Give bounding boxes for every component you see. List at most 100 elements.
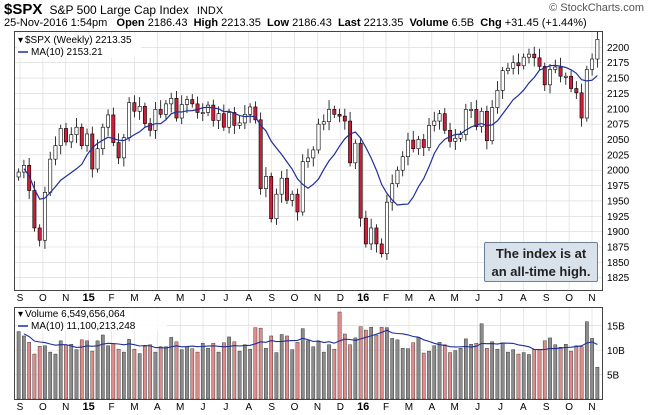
- volume-x-tick-label: N: [314, 402, 321, 413]
- candle-body: [121, 137, 126, 159]
- volume-x-tick-label: S: [543, 402, 550, 413]
- volume-y-ticks: 5B 10B 15B: [607, 322, 625, 382]
- volume-bar: [579, 346, 584, 400]
- volume-x-tick-label: M: [130, 402, 138, 413]
- candle-body: [327, 109, 331, 122]
- annotation-line-1: The index is at: [495, 246, 587, 261]
- low-value: 2186.43: [292, 17, 332, 29]
- volume-bar: [385, 327, 389, 400]
- candle-body: [116, 142, 121, 159]
- volume-bar: [332, 348, 337, 400]
- volume-bar: [485, 347, 489, 400]
- volume-bar: [448, 352, 452, 400]
- price-x-tick-label: M: [176, 293, 184, 304]
- candle-body: [574, 88, 579, 94]
- candle-body: [200, 112, 205, 114]
- price-x-tick-label: F: [383, 293, 389, 304]
- chg-value: +31.45 (+1.44%): [504, 17, 587, 29]
- price-x-tick-label: F: [108, 293, 114, 304]
- candle-body: [248, 106, 253, 115]
- volume-bar: [437, 342, 442, 400]
- volume-bar: [337, 311, 342, 400]
- volume-bar: [342, 333, 347, 400]
- candle-body: [432, 120, 437, 126]
- candle-body: [95, 148, 100, 170]
- candle-body: [553, 66, 558, 70]
- candle-body: [427, 125, 431, 148]
- volume-bar: [174, 341, 179, 400]
- volume-ma-legend-label: MA(10) 11,100,213,248: [31, 321, 136, 332]
- candle-body: [290, 193, 295, 201]
- volume-bar: [16, 331, 21, 400]
- high-label: High: [193, 17, 219, 29]
- quote-line: 25-Nov-2016 1:54pm Open 2186.43 High 221…: [4, 17, 587, 29]
- candle-body: [442, 113, 447, 131]
- candle-body: [363, 217, 368, 245]
- candle-body: [153, 109, 158, 131]
- candle-body: [532, 53, 537, 59]
- volume-x-tick-label: S: [268, 402, 275, 413]
- volume-bar: [27, 342, 31, 400]
- candles: [16, 32, 600, 260]
- candle-body: [511, 62, 516, 69]
- volume-bar: [127, 339, 131, 400]
- price-x-tick-label: A: [520, 293, 527, 304]
- candle-body: [453, 137, 458, 142]
- candle-body: [90, 133, 95, 170]
- volume-bar: [143, 346, 147, 400]
- candle-body: [505, 67, 510, 72]
- candle-body: [569, 75, 573, 89]
- candle-body: [563, 75, 568, 78]
- volume-bar: [221, 342, 226, 400]
- volume-bar: [411, 342, 416, 400]
- volume-bar: [58, 340, 63, 400]
- candle-body: [164, 103, 168, 115]
- volume-x-tick-label: A: [245, 402, 252, 413]
- volume-x-tick-label: N: [588, 402, 595, 413]
- price-x-tick-label: J: [223, 293, 228, 304]
- volume-bar: [321, 351, 326, 400]
- volume-x-tick-label: 16: [357, 401, 369, 413]
- volume-tick-label: 10B: [607, 346, 625, 357]
- volume-bar: [37, 346, 42, 400]
- volume-bar: [348, 344, 352, 400]
- candle-body: [158, 109, 163, 115]
- volume-bar: [269, 335, 274, 400]
- volume-bar: [43, 345, 47, 400]
- ma-legend-label: MA(10) 2153.21: [31, 47, 103, 58]
- volume-bar: [311, 346, 316, 400]
- candle-body: [542, 66, 547, 86]
- candle-body: [132, 102, 137, 112]
- candle-body: [79, 126, 84, 146]
- price-x-tick-label: M: [451, 293, 459, 304]
- open-value: 2186.43: [147, 17, 188, 29]
- candle-body: [321, 121, 326, 125]
- price-frame: [14, 31, 603, 291]
- candle-body: [106, 114, 111, 128]
- volume-bar: [48, 351, 53, 400]
- price-tick-label: 2025: [607, 150, 630, 161]
- candle-body: [227, 112, 232, 128]
- volume-x-tick-label: 15: [83, 401, 95, 413]
- candle-body: [37, 227, 42, 241]
- price-legend: ▾ $SPX (Weekly) 2213.35 MA(10) 2153.21: [17, 34, 141, 58]
- candle-body: [463, 109, 468, 135]
- volume-x-tick-label: A: [520, 402, 527, 413]
- last-value: 2213.35: [363, 17, 404, 29]
- volume-bar: [327, 344, 331, 400]
- candle-body: [221, 113, 226, 128]
- volume-x-tick-label: O: [39, 402, 47, 413]
- volume-x-tick-label: J: [475, 402, 480, 413]
- volume-bar: [22, 335, 26, 400]
- candle-body: [253, 106, 258, 121]
- candle-body: [379, 243, 384, 255]
- volume-bar: [274, 352, 279, 400]
- volume-bar: [416, 337, 421, 400]
- price-x-tick-label: J: [498, 293, 503, 304]
- volume-bar: [400, 347, 405, 400]
- volume-bar: [74, 349, 79, 400]
- volume-bar: [585, 321, 589, 400]
- volume-x-tick-label: M: [176, 402, 184, 413]
- volume-x-tick-label: M: [451, 402, 459, 413]
- volume-x-tick-label: O: [291, 402, 299, 413]
